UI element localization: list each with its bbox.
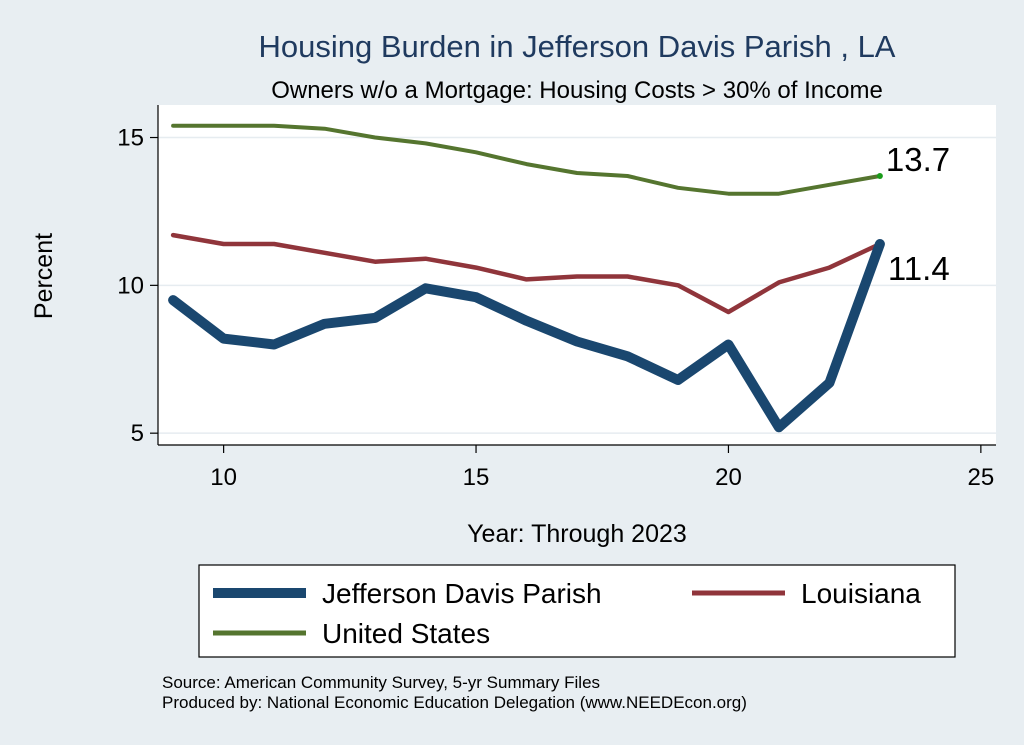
legend: Jefferson Davis Parish Louisiana United St… xyxy=(213,578,921,649)
gridlines xyxy=(158,136,996,434)
y-tick-label: 15 xyxy=(117,125,144,152)
producer-note: Produced by: National Economic Education… xyxy=(162,693,747,712)
y-tick-label: 10 xyxy=(117,272,144,299)
series-line-united-states xyxy=(171,123,882,196)
series-line-jefferson-davis-parish xyxy=(168,239,885,433)
x-tick-label: 10 xyxy=(210,464,237,491)
end-point-marker xyxy=(876,172,883,179)
chart-title: Housing Burden in Jefferson Davis Parish… xyxy=(259,29,896,64)
legend-label: Jefferson Davis Parish xyxy=(322,578,602,609)
x-tick-label: 25 xyxy=(968,464,995,491)
x-tick-label: 20 xyxy=(715,464,742,491)
x-axis-label: Year: Through 2023 xyxy=(467,520,687,548)
legend-label: United States xyxy=(322,618,490,649)
legend-label: Louisiana xyxy=(801,578,921,609)
series-lines xyxy=(168,123,885,433)
chart-subtitle: Owners w/o a Mortgage: Housing Costs > 3… xyxy=(271,77,883,104)
source-note: Source: American Community Survey, 5-yr … xyxy=(162,673,600,692)
end-labels: 13.7 11.4 xyxy=(886,141,950,287)
end-label-jefferson-davis: 11.4 xyxy=(888,250,950,287)
axes: 5 10 15 10 15 20 25 xyxy=(117,105,996,491)
x-tick-label: 15 xyxy=(463,464,490,491)
y-axis-label: Percent xyxy=(30,233,58,319)
end-label-united-states: 13.7 xyxy=(886,141,950,178)
y-tick-label: 5 xyxy=(131,420,144,447)
legend-box xyxy=(198,564,956,658)
series-line-louisiana xyxy=(170,232,883,315)
